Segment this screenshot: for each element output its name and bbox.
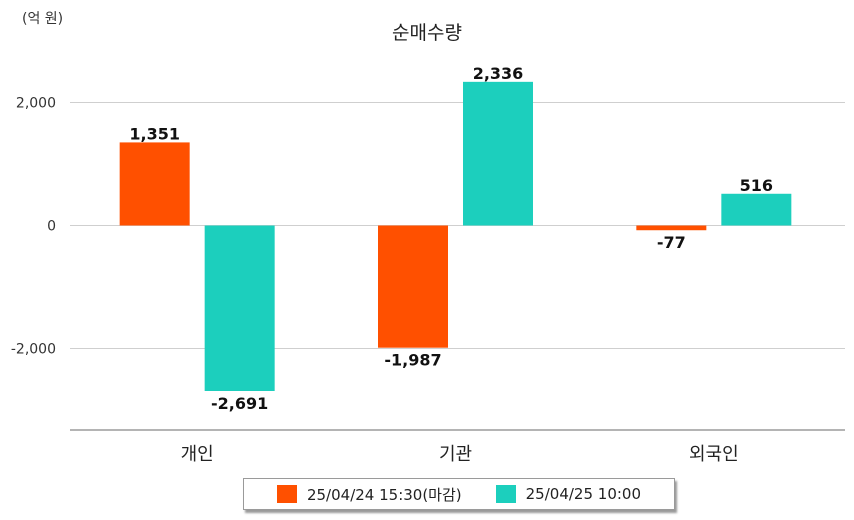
legend-item-series-1[interactable]: 25/04/24 15:30(마감) [276,484,462,505]
x-tick-label: 외국인 [689,444,739,465]
data-label: -77 [657,233,686,252]
data-label: 516 [740,176,773,195]
chart-title: 순매수량 [392,22,462,44]
y-tick-label: 2,000 [16,96,56,112]
y-tick-label: -2,000 [11,342,56,358]
bar [378,225,448,348]
bar [463,81,533,226]
data-label: -1,987 [384,351,441,370]
legend-label-series-1: 25/04/24 15:30(마감) [306,485,462,504]
legend-label-series-2: 25/04/25 10:00 [525,485,642,503]
legend-item-series-2[interactable]: 25/04/25 10:00 [495,485,642,503]
bar [204,225,275,391]
data-label: 2,336 [473,64,524,83]
legend-swatch-series-2 [495,485,516,503]
legend: 25/04/24 15:30(마감) 25/04/25 10:00 [243,478,675,510]
bar [721,193,792,226]
unit-label: (억 원) [22,11,64,27]
data-label: -2,691 [211,394,268,413]
legend-swatch-series-1 [276,485,297,503]
x-tick-label: 기관 [439,444,472,465]
x-tick-label: 개인 [181,444,214,465]
data-label: 1,351 [129,124,180,143]
y-tick-label: 0 [47,219,56,235]
bar [636,225,707,231]
bar [119,142,190,226]
